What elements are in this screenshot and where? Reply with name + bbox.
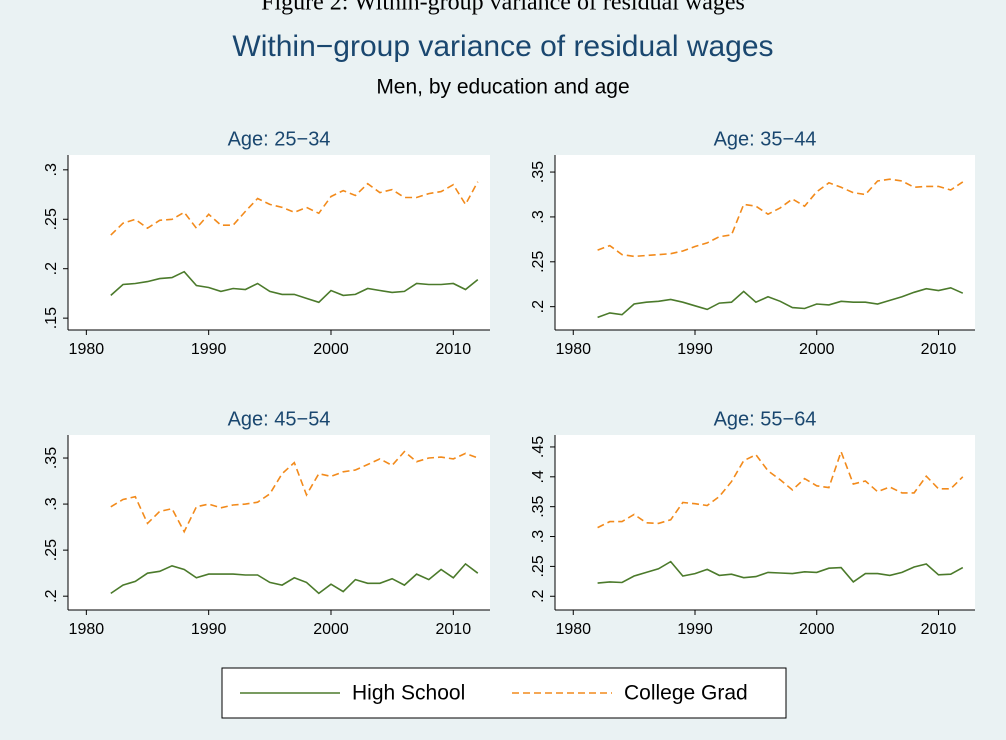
y-tick-label: .25	[530, 555, 547, 577]
y-tick-label: .15	[43, 307, 60, 329]
x-tick-label: 2010	[921, 341, 957, 358]
x-tick-label: 1980	[69, 621, 105, 638]
x-tick-label: 2010	[436, 621, 472, 638]
x-tick-label: 1990	[191, 341, 227, 358]
panel-title: Age: 25−34	[228, 128, 331, 150]
y-tick-label: .2	[43, 589, 60, 602]
series-line	[110, 270, 479, 304]
x-tick-label: 2000	[313, 621, 349, 638]
x-tick-label: 1980	[555, 621, 591, 638]
x-tick-label: 2010	[921, 621, 957, 638]
legend-label: College Grad	[624, 682, 748, 705]
chart-title: Within−group variance of residual wages	[232, 30, 773, 63]
y-tick-label: .45	[530, 436, 547, 458]
panel-title: Age: 35−44	[714, 128, 817, 150]
y-tick-label: .25	[530, 251, 547, 273]
y-tick-label: .3	[43, 497, 60, 510]
x-tick-label: 2000	[799, 621, 835, 638]
x-tick-label: 2010	[436, 341, 472, 358]
y-tick-label: .2	[530, 300, 547, 313]
y-tick-label: .4	[530, 470, 547, 483]
x-tick-label: 1980	[69, 341, 105, 358]
series-line	[597, 178, 964, 258]
y-tick-label: .35	[43, 447, 60, 469]
series-line	[110, 181, 479, 236]
panel-title: Age: 55−64	[714, 408, 817, 430]
y-tick-label: .35	[530, 161, 547, 183]
y-tick-label: .35	[530, 495, 547, 517]
x-tick-label: 2000	[799, 341, 835, 358]
series-line	[597, 560, 964, 584]
series-line	[597, 286, 964, 319]
y-tick-label: .25	[43, 208, 60, 230]
plot-area	[68, 435, 490, 610]
figure-caption: Figure 2: Within-group variance of resid…	[261, 0, 745, 16]
plot-area	[555, 155, 975, 330]
x-tick-label: 2000	[313, 341, 349, 358]
x-tick-label: 1990	[677, 341, 713, 358]
legend-label: High School	[352, 682, 465, 705]
chart-subtitle: Men, by education and age	[376, 76, 629, 99]
x-tick-label: 1990	[191, 621, 227, 638]
x-tick-label: 1980	[555, 341, 591, 358]
y-tick-label: .2	[43, 262, 60, 275]
y-tick-label: .25	[43, 539, 60, 561]
plot-area	[555, 435, 975, 610]
x-tick-label: 1990	[677, 621, 713, 638]
plot-area	[68, 155, 490, 330]
y-tick-label: .3	[530, 210, 547, 223]
y-tick-label: .2	[530, 589, 547, 602]
series-line	[597, 449, 964, 529]
series-line	[110, 450, 479, 534]
series-line	[110, 562, 479, 595]
y-tick-label: .3	[43, 163, 60, 176]
panel-title: Age: 45−54	[228, 408, 331, 430]
y-tick-label: .3	[530, 530, 547, 543]
